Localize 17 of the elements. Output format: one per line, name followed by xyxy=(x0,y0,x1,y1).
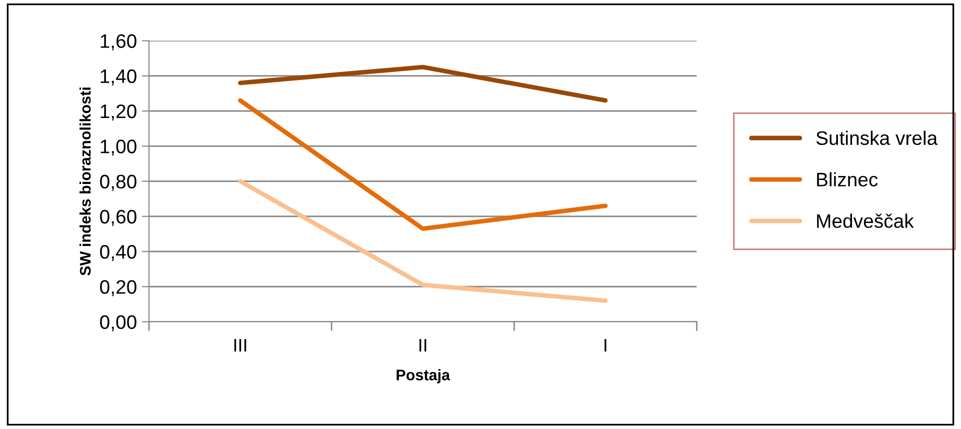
y-tick-label: 0,60 xyxy=(100,210,136,226)
x-tick-label: I xyxy=(604,339,606,352)
x-axis-title: Postaja xyxy=(396,369,450,384)
y-tick-label: 1,00 xyxy=(100,140,136,156)
x-tick-label: III xyxy=(234,339,246,352)
y-tick-label: 0,00 xyxy=(100,315,136,332)
y-tick-label: 0,40 xyxy=(100,244,136,262)
y-tick-label: 1,20 xyxy=(100,104,136,121)
y-axis-title: SW indeks bioraznolikosti xyxy=(80,88,91,276)
legend-label: Sutinska vrela xyxy=(816,130,938,146)
y-tick-label: 0,20 xyxy=(100,280,136,296)
legend-label: Bliznec xyxy=(817,172,878,186)
y-tick-label: 1,60 xyxy=(100,34,136,50)
y-tick-label: 0,80 xyxy=(100,174,136,191)
y-tick-label: 1,40 xyxy=(100,69,136,86)
legend-label: Medveščak xyxy=(817,214,914,228)
x-tick-label: II xyxy=(419,339,426,352)
